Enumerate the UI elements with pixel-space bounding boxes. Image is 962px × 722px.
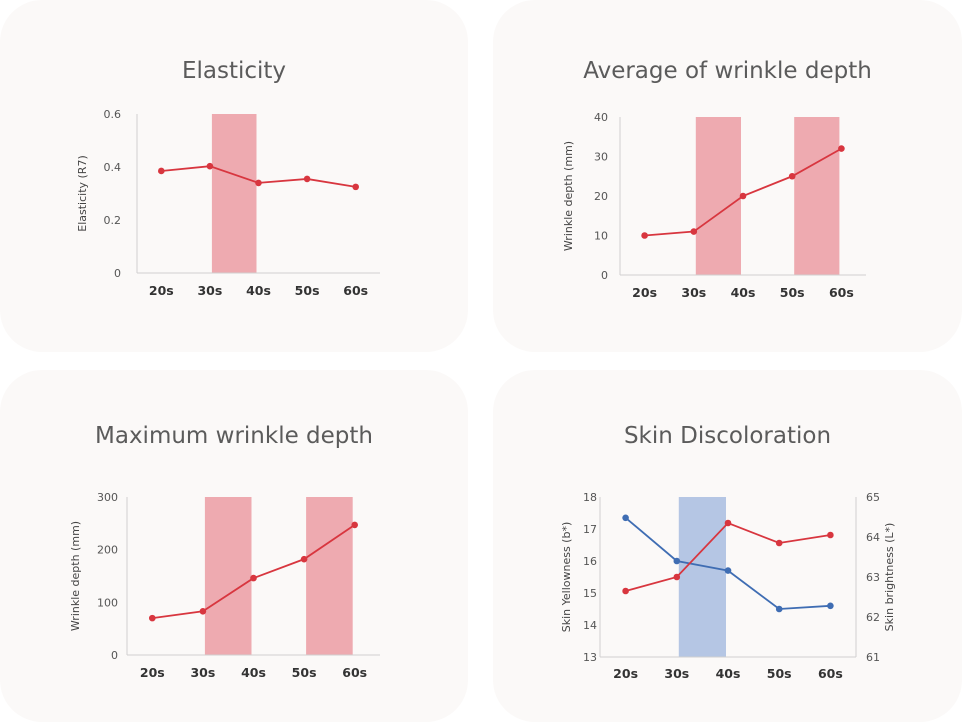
y-tick-label: 0 <box>114 267 121 280</box>
x-tick-label: 50s <box>295 283 320 298</box>
x-tick-label: 20s <box>632 285 657 300</box>
skin-discoloration-title: Skin Discoloration <box>623 423 832 449</box>
x-tick-label: 20s <box>613 666 638 681</box>
data-point <box>673 573 681 581</box>
y-tick-label: 200 <box>97 544 118 557</box>
y-tick-label: 16 <box>583 555 597 568</box>
data-point <box>303 175 311 183</box>
y-tick-label: 30 <box>594 151 608 164</box>
skin-discoloration-chart: 13 14 15 16 17 18 61 62 63 64 65 20s 30s 40s 50s 60s Ski… <box>560 491 896 681</box>
data-point <box>724 519 732 527</box>
skin-discoloration-card: Skin Discoloration 13 14 15 16 17 18 61 62 63 64 6… <box>493 370 962 722</box>
y-tick-label: 17 <box>583 523 597 536</box>
data-point <box>622 514 629 522</box>
average-wrinkle-chart: 0 10 20 30 40 20s 30s 40s 50s 60s Wrinkle depth (m… <box>562 111 866 300</box>
x-tick-label: 40s <box>246 283 271 298</box>
average-wrinkle-card: Average of wrinkle depth 0 10 20 30 40 20s 30s… <box>493 0 962 352</box>
x-tick-label: 40s <box>716 666 741 681</box>
y-tick-label: 14 <box>583 619 597 632</box>
x-tick-label: 20s <box>140 665 165 680</box>
series-line <box>625 517 831 610</box>
x-tick-label: 30s <box>197 283 222 298</box>
y-axis-label: Skin Yellowness (b*) <box>560 522 573 633</box>
y2-tick-label: 61 <box>866 651 880 664</box>
maximum-wrinkle-chart: 0 100 200 300 20s 30s 40s 50s 60s Wrinkle depth (… <box>69 491 380 680</box>
y-tick-label: 40 <box>594 111 608 124</box>
data-point <box>690 228 698 235</box>
y-tick-label: 0 <box>111 649 118 662</box>
data-point <box>827 531 834 539</box>
data-point <box>775 539 783 547</box>
data-point <box>673 557 681 565</box>
y-tick-label: 15 <box>583 587 597 600</box>
data-point <box>622 587 629 595</box>
y-axis-label: Elasticity (R7) <box>76 155 89 232</box>
elasticity-chart: 0 0.2 0.4 0.6 20s 30s 40s 50s 60s Elasticity (R7) <box>76 108 380 298</box>
highlight-band <box>678 497 726 657</box>
y-tick-label: 300 <box>97 491 118 504</box>
y-tick-label: 0 <box>601 269 608 282</box>
x-tick-label: 50s <box>292 665 317 680</box>
y2-tick-label: 63 <box>866 571 880 584</box>
data-point <box>206 162 214 170</box>
data-point <box>827 602 834 610</box>
highlight-band <box>695 117 741 275</box>
y2-tick-label: 64 <box>866 531 880 544</box>
series-line <box>625 521 831 592</box>
x-tick-label: 40s <box>241 665 266 680</box>
x-tick-label: 30s <box>664 666 689 681</box>
data-point <box>352 183 360 191</box>
data-point <box>351 521 359 529</box>
y-tick-label: 20 <box>594 190 608 203</box>
data-point <box>724 567 732 574</box>
highlight-band <box>794 117 840 275</box>
x-tick-label: 50s <box>780 285 805 300</box>
x-tick-label: 50s <box>767 666 792 681</box>
x-tick-label: 30s <box>190 665 215 680</box>
data-point <box>775 605 783 613</box>
data-point <box>199 607 207 615</box>
maximum-wrinkle-card: Maximum wrinkle depth 0 100 200 300 20s 30s 40… <box>0 370 468 722</box>
x-tick-label: 60s <box>818 666 843 681</box>
data-point <box>838 145 845 152</box>
data-point <box>788 172 796 180</box>
y-tick-label: 0.4 <box>104 161 122 174</box>
elasticity-card: Elasticity 0 0.2 0.4 0.6 20s 30s 40s 50s 60s Elas… <box>0 0 468 352</box>
y2-tick-label: 65 <box>866 491 880 504</box>
y-axis-label: Wrinkle depth (mm) <box>562 141 575 251</box>
x-tick-label: 30s <box>681 285 706 300</box>
y2-axis-label: Skin brightness (L*) <box>883 523 896 632</box>
data-point <box>641 232 648 239</box>
highlight-band <box>204 497 252 655</box>
average-wrinkle-title: Average of wrinkle depth <box>583 58 872 84</box>
data-point <box>250 574 257 582</box>
elasticity-title: Elasticity <box>181 58 287 84</box>
x-tick-label: 60s <box>829 285 854 300</box>
x-tick-label: 60s <box>343 283 368 298</box>
data-point <box>739 192 747 200</box>
highlight-band <box>211 114 257 273</box>
x-tick-label: 40s <box>731 285 756 300</box>
data-point <box>255 179 262 187</box>
x-tick-label: 20s <box>149 283 174 298</box>
y2-tick-label: 62 <box>866 611 880 624</box>
y-tick-label: 0.2 <box>104 214 122 227</box>
y-tick-label: 18 <box>583 491 597 504</box>
data-point <box>158 167 165 175</box>
y-tick-label: 100 <box>97 596 118 609</box>
y-tick-label: 0.6 <box>104 108 122 121</box>
highlight-band <box>306 497 353 655</box>
maximum-wrinkle-title: Maximum wrinkle depth <box>95 423 373 449</box>
y-tick-label: 13 <box>583 651 597 664</box>
data-point <box>149 614 156 622</box>
x-tick-label: 60s <box>342 665 367 680</box>
data-point <box>300 555 308 563</box>
y-axis-label: Wrinkle depth (mm) <box>69 521 82 631</box>
y-tick-label: 10 <box>594 230 608 243</box>
